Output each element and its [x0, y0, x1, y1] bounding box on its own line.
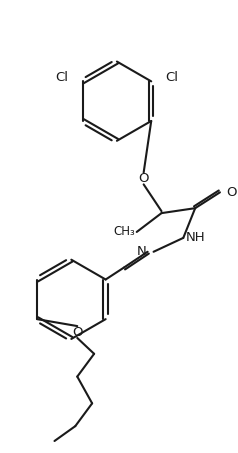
Text: Cl: Cl — [56, 71, 69, 84]
Text: O: O — [139, 172, 149, 185]
Text: Cl: Cl — [165, 71, 178, 84]
Text: CH₃: CH₃ — [113, 226, 135, 238]
Text: O: O — [72, 326, 83, 338]
Text: N: N — [137, 245, 147, 258]
Text: O: O — [226, 186, 236, 199]
Text: NH: NH — [185, 231, 205, 244]
